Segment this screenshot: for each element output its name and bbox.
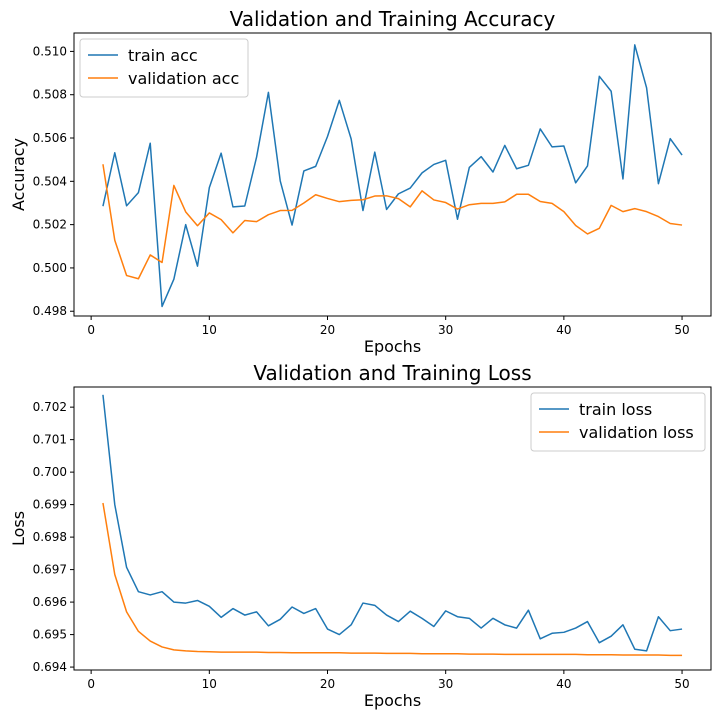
y-tick-label: 0.508 [33,88,67,102]
legend-box [530,392,706,452]
y-tick-label: 0.506 [33,131,67,145]
x-tick-label: 40 [556,677,571,691]
series-line-train-loss [102,394,683,652]
chart-title: Validation and Training Loss [253,361,531,385]
y-tick-label: 0.694 [33,660,67,674]
y-tick-label: 0.502 [33,218,67,232]
x-tick-label: 10 [202,677,217,691]
y-tick-label: 0.701 [33,433,67,447]
y-tick-label: 0.500 [33,261,67,275]
plot-area-frame [73,32,712,317]
legend-label-validation-acc: validation acc [128,69,239,88]
y-tick-label: 0.699 [33,498,67,512]
y-tick-label: 0.695 [33,628,67,642]
y-tick-label: 0.696 [33,595,67,609]
y-tick-label: 0.702 [33,400,67,414]
series-line-train-acc [102,44,683,308]
x-axis-label: Epochs [364,337,421,356]
x-tick-label: 50 [674,677,689,691]
chart-accuracy: Validation and Training Accuracy 0 10 20 30 4… [9,7,712,356]
x-tick-label: 40 [556,323,571,337]
y-tick-label: 0.504 [33,174,67,188]
x-tick-label: 20 [320,677,335,691]
plot-area-frame [73,386,712,671]
x-tick-label: 30 [438,677,453,691]
legend-box [79,38,249,98]
legend-label-validation-loss: validation loss [579,423,694,442]
legend: train loss validation loss [530,392,706,452]
y-tick-label: 0.510 [33,44,67,58]
series-line-validation-loss [102,502,683,657]
series-line-validation-acc [102,164,683,280]
y-axis-label: Accuracy [9,138,28,211]
y-tick-label: 0.697 [33,563,67,577]
legend-label-train-acc: train acc [128,46,198,65]
x-tick-label: 30 [438,323,453,337]
x-axis-label: Epochs [364,691,421,710]
y-tick-label: 0.700 [33,465,67,479]
legend: train acc validation acc [79,38,249,98]
x-tick-label: 20 [320,323,335,337]
chart-title: Validation and Training Accuracy [230,7,556,31]
chart-loss: Validation and Training Loss 0 10 20 30 40 50 0… [9,361,712,710]
y-tick-label: 0.498 [33,304,67,318]
legend-label-train-loss: train loss [579,400,652,419]
x-tick-label: 0 [87,677,95,691]
y-tick-label: 0.698 [33,530,67,544]
x-tick-label: 0 [87,323,95,337]
y-axis-label: Loss [9,511,28,546]
x-tick-label: 50 [674,323,689,337]
x-tick-label: 10 [202,323,217,337]
